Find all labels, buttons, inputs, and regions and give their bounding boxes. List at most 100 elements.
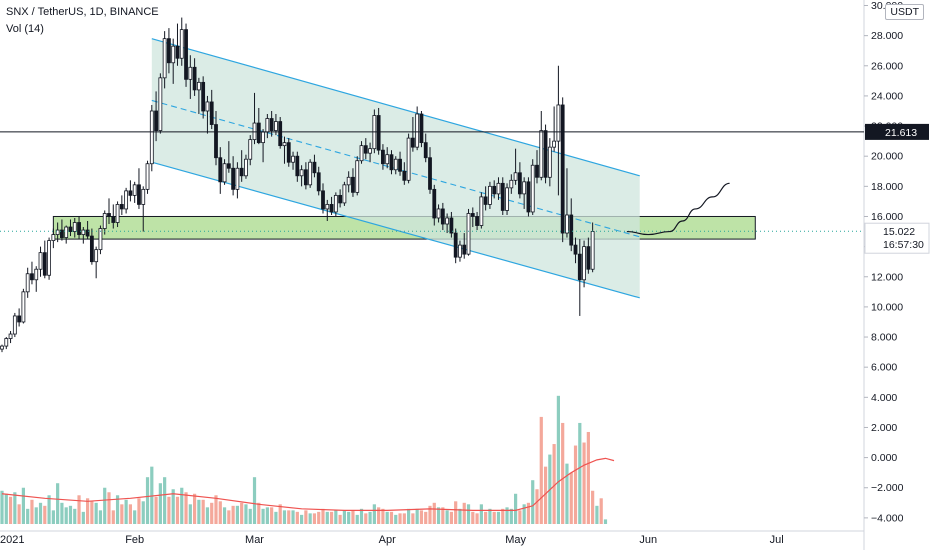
volume-bar <box>501 508 505 524</box>
candle <box>556 65 561 196</box>
candle-body-up <box>368 148 372 154</box>
candle <box>509 174 514 194</box>
volume-bar <box>436 507 441 524</box>
candle-body-up <box>21 291 26 323</box>
volume-bar <box>98 510 103 524</box>
candle <box>89 228 94 265</box>
candle <box>25 267 30 298</box>
candle <box>466 208 471 256</box>
volume-bar <box>531 480 535 524</box>
volume-bar <box>270 507 274 524</box>
candle <box>488 181 492 209</box>
candle <box>453 228 458 264</box>
candle <box>496 177 501 200</box>
candle <box>398 151 402 176</box>
candle <box>214 110 218 166</box>
candle-body-up <box>252 122 257 141</box>
candle-body-down <box>363 145 368 154</box>
candle-body-up <box>590 231 595 270</box>
price-tick-label: 10.000 <box>871 301 903 313</box>
volume-bar <box>595 505 599 524</box>
candle-body-down <box>214 124 218 159</box>
candle <box>449 211 454 238</box>
candle <box>286 138 291 167</box>
volume-bar <box>466 504 471 524</box>
symbol-title[interactable]: SNX / TetherUS, 1D, BINANCE <box>6 6 159 18</box>
candle-body-down <box>85 229 90 237</box>
volume-bar <box>167 496 171 524</box>
volume-bar <box>543 466 548 524</box>
candle <box>17 308 22 327</box>
candle-body-up <box>445 217 450 225</box>
volume-bar <box>244 504 248 524</box>
candle <box>0 344 4 353</box>
candle <box>141 186 146 232</box>
candle-body-down <box>278 121 283 147</box>
volume-bar <box>479 504 483 524</box>
volume-bar <box>4 493 8 524</box>
volume-bar <box>599 498 603 524</box>
volume-bar <box>145 477 150 524</box>
candle <box>179 17 184 66</box>
candle <box>30 261 34 285</box>
volume-bar <box>492 511 496 524</box>
candle <box>167 28 171 74</box>
candle <box>72 217 77 238</box>
candlesticks <box>0 17 595 353</box>
candle-body-up <box>158 77 163 131</box>
candle-body-up <box>530 164 535 213</box>
volume-bar <box>565 463 569 524</box>
candle <box>445 213 450 234</box>
candle <box>184 23 188 87</box>
candle <box>68 219 73 237</box>
candle-body-down <box>77 222 81 235</box>
candle-body-up <box>188 66 193 80</box>
candle <box>372 109 377 154</box>
candle-body-up <box>261 131 265 144</box>
volume-bar <box>381 508 385 524</box>
candle <box>376 107 381 155</box>
candle-body-up <box>196 81 201 91</box>
candle <box>145 160 150 194</box>
candle-body-up <box>38 252 43 270</box>
candle-body-down <box>560 104 565 234</box>
candle <box>77 216 81 240</box>
volume-bar <box>428 505 432 524</box>
candle-body-up <box>333 194 338 213</box>
candle <box>222 159 227 185</box>
candle <box>98 225 103 255</box>
price-tick-label: 24.000 <box>871 90 903 102</box>
volume-bar <box>193 493 197 524</box>
currency-badge[interactable]: USDT <box>885 4 924 20</box>
volume-bar <box>445 510 449 524</box>
candle <box>8 331 13 344</box>
candle <box>573 237 578 264</box>
candle-body-down <box>586 246 591 270</box>
price-tick-label: −4.000 <box>871 512 904 524</box>
candle <box>312 154 317 178</box>
projection-path[interactable] <box>626 182 730 236</box>
candle <box>483 186 488 211</box>
candle <box>149 104 154 172</box>
candle-body-up <box>12 315 17 335</box>
volume-bars <box>0 395 608 524</box>
volume-bar <box>561 422 565 524</box>
volume-bar <box>30 499 34 524</box>
candle-body-up <box>222 163 227 183</box>
volume-bar <box>120 504 124 524</box>
candle <box>470 207 475 228</box>
time-axis-ticks: 2021 Feb Mar Apr May Jun Jul <box>0 534 784 546</box>
candle <box>500 177 505 215</box>
price-levels[interactable] <box>0 131 864 232</box>
candle-body-up <box>325 204 330 210</box>
candle <box>547 138 552 187</box>
volume-bar <box>586 431 590 524</box>
volume-bar <box>603 519 608 524</box>
volume-indicator-label[interactable]: Vol (14) <box>6 23 44 35</box>
volume-bar <box>432 502 436 524</box>
candle-body-down <box>419 113 424 144</box>
candle-body-up <box>488 185 492 205</box>
candle <box>321 183 325 214</box>
candle-body-down <box>351 176 355 193</box>
